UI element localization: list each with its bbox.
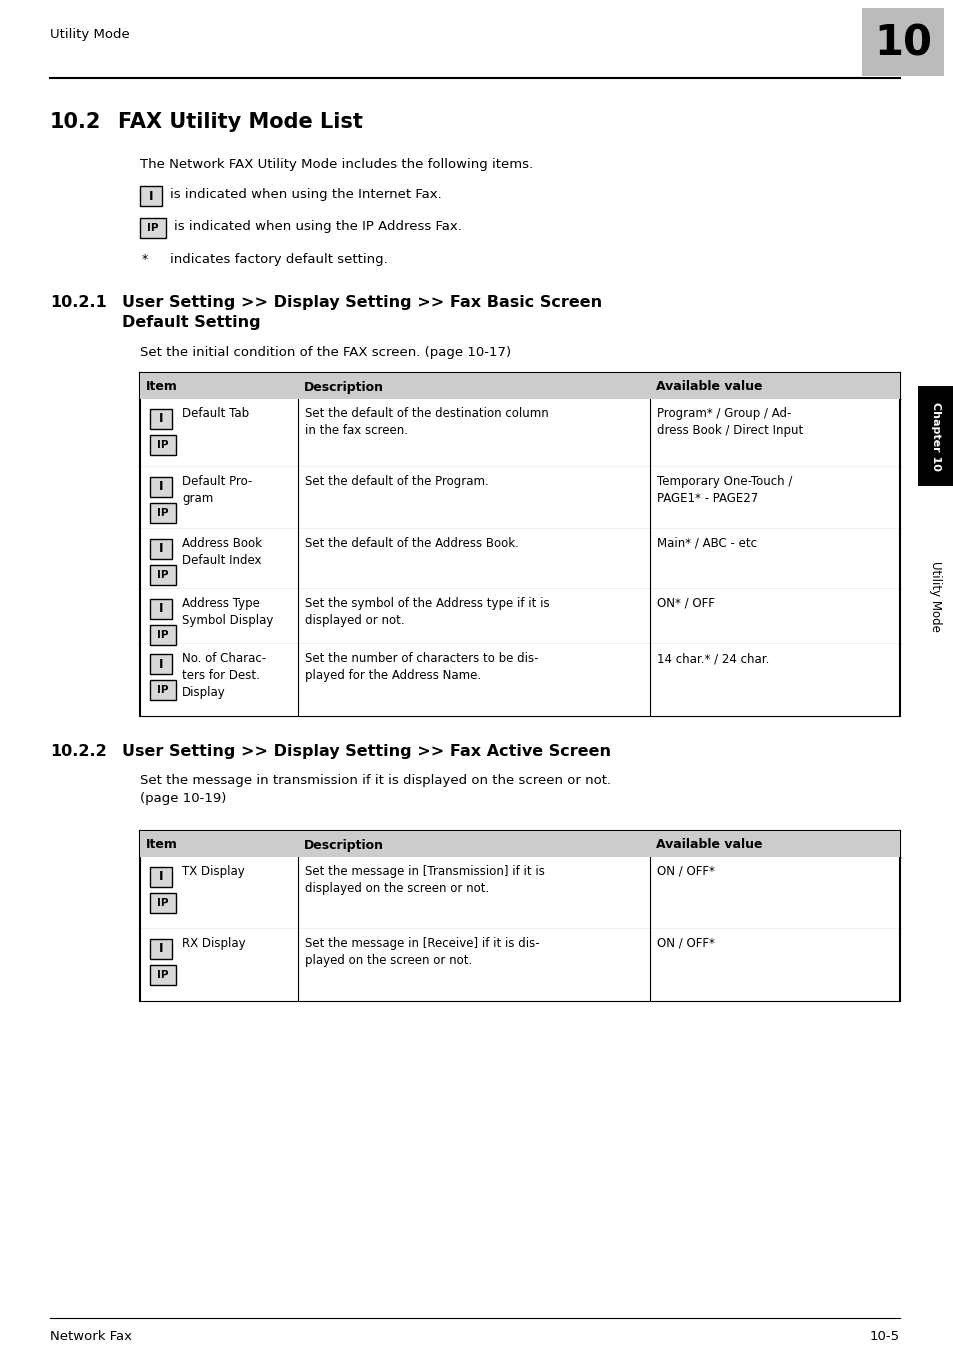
- Bar: [150, 503, 175, 523]
- Text: User Setting >> Display Setting >> Fax Active Screen: User Setting >> Display Setting >> Fax A…: [122, 744, 610, 758]
- Text: The Network FAX Utility Mode includes the following items.: The Network FAX Utility Mode includes th…: [140, 158, 533, 170]
- Bar: [140, 187, 162, 206]
- Text: 10.2: 10.2: [50, 112, 101, 132]
- Bar: [150, 894, 175, 913]
- Bar: [150, 539, 172, 558]
- Bar: [150, 477, 172, 498]
- Text: Item: Item: [146, 838, 177, 852]
- Bar: [862, 8, 943, 76]
- Bar: [150, 599, 172, 619]
- Text: IP: IP: [157, 439, 169, 450]
- Text: IP: IP: [157, 630, 169, 639]
- Text: ON / OFF*: ON / OFF*: [657, 937, 714, 950]
- Bar: [140, 589, 899, 644]
- Bar: [150, 410, 172, 429]
- Bar: [140, 373, 899, 399]
- Text: No. of Charac-
ters for Dest.
Display: No. of Charac- ters for Dest. Display: [182, 652, 266, 699]
- Text: IP: IP: [157, 571, 169, 580]
- Bar: [140, 218, 166, 238]
- Bar: [150, 435, 175, 456]
- Text: 10.2.2: 10.2.2: [50, 744, 107, 758]
- Bar: [140, 644, 899, 717]
- Text: is indicated when using the IP Address Fax.: is indicated when using the IP Address F…: [173, 220, 461, 233]
- Bar: [140, 929, 899, 1000]
- Text: 10: 10: [873, 23, 931, 65]
- Text: Utility Mode: Utility Mode: [50, 28, 130, 41]
- Bar: [150, 940, 172, 959]
- Text: I: I: [158, 942, 163, 956]
- Text: Program* / Group / Ad-
dress Book / Direct Input: Program* / Group / Ad- dress Book / Dire…: [657, 407, 802, 437]
- Bar: [140, 466, 899, 529]
- Text: Set the number of characters to be dis-
played for the Address Name.: Set the number of characters to be dis- …: [305, 652, 537, 681]
- Text: is indicated when using the Internet Fax.: is indicated when using the Internet Fax…: [170, 188, 441, 201]
- Bar: [150, 965, 175, 986]
- Text: 10.2.1: 10.2.1: [50, 295, 107, 310]
- Text: I: I: [158, 412, 163, 426]
- Bar: [150, 867, 172, 887]
- Text: Address Type
Symbol Display: Address Type Symbol Display: [182, 598, 274, 627]
- Text: User Setting >> Display Setting >> Fax Basic Screen: User Setting >> Display Setting >> Fax B…: [122, 295, 601, 310]
- Bar: [140, 399, 899, 466]
- Text: 14 char.* / 24 char.: 14 char.* / 24 char.: [657, 652, 768, 665]
- Text: Available value: Available value: [656, 838, 761, 852]
- Text: IP: IP: [157, 685, 169, 695]
- Text: Temporary One-Touch /
PAGE1* - PAGE27: Temporary One-Touch / PAGE1* - PAGE27: [657, 475, 792, 506]
- Text: Default Pro-
gram: Default Pro- gram: [182, 475, 253, 506]
- Bar: [140, 857, 899, 929]
- Text: RX Display: RX Display: [182, 937, 245, 950]
- Text: Set the message in [Receive] if it is dis-
played on the screen or not.: Set the message in [Receive] if it is di…: [305, 937, 539, 967]
- Text: Description: Description: [304, 838, 384, 852]
- Text: indicates factory default setting.: indicates factory default setting.: [170, 253, 387, 266]
- Text: IP: IP: [157, 508, 169, 518]
- Text: Set the message in transmission if it is displayed on the screen or not.
(page 1: Set the message in transmission if it is…: [140, 773, 611, 804]
- Text: Address Book
Default Index: Address Book Default Index: [182, 537, 262, 566]
- Text: Set the message in [Transmission] if it is
displayed on the screen or not.: Set the message in [Transmission] if it …: [305, 865, 544, 895]
- Text: Item: Item: [146, 380, 177, 393]
- Bar: [150, 680, 175, 700]
- Text: Description: Description: [304, 380, 384, 393]
- Text: I: I: [158, 871, 163, 883]
- Text: 10-5: 10-5: [869, 1330, 899, 1343]
- Text: *: *: [142, 253, 148, 266]
- Text: FAX Utility Mode List: FAX Utility Mode List: [118, 112, 362, 132]
- Text: IP: IP: [157, 898, 169, 909]
- Text: I: I: [158, 480, 163, 493]
- Text: Set the default of the destination column
in the fax screen.: Set the default of the destination colum…: [305, 407, 548, 437]
- Text: Set the initial condition of the FAX screen. (page 10-17): Set the initial condition of the FAX scr…: [140, 346, 511, 360]
- Bar: [150, 625, 175, 645]
- Text: ON / OFF*: ON / OFF*: [657, 865, 714, 877]
- Bar: [140, 529, 899, 589]
- Text: IP: IP: [147, 223, 158, 233]
- Text: Set the default of the Address Book.: Set the default of the Address Book.: [305, 537, 518, 550]
- Text: Default Tab: Default Tab: [182, 407, 249, 420]
- Text: Main* / ABC - etc: Main* / ABC - etc: [657, 537, 757, 550]
- Text: I: I: [149, 189, 153, 203]
- Text: Utility Mode: Utility Mode: [928, 561, 942, 631]
- Text: Default Setting: Default Setting: [122, 315, 260, 330]
- Bar: [917, 387, 953, 485]
- Text: Network Fax: Network Fax: [50, 1330, 132, 1343]
- Text: Set the symbol of the Address type if it is
displayed or not.: Set the symbol of the Address type if it…: [305, 598, 549, 627]
- Text: Available value: Available value: [656, 380, 761, 393]
- Text: I: I: [158, 542, 163, 556]
- Text: Set the default of the Program.: Set the default of the Program.: [305, 475, 488, 488]
- Bar: [150, 654, 172, 675]
- Text: Chapter 10: Chapter 10: [930, 402, 940, 470]
- Text: I: I: [158, 657, 163, 671]
- Bar: [140, 831, 899, 857]
- Text: IP: IP: [157, 969, 169, 980]
- Text: ON* / OFF: ON* / OFF: [657, 598, 714, 610]
- Text: I: I: [158, 603, 163, 615]
- Text: TX Display: TX Display: [182, 865, 245, 877]
- Bar: [150, 565, 175, 585]
